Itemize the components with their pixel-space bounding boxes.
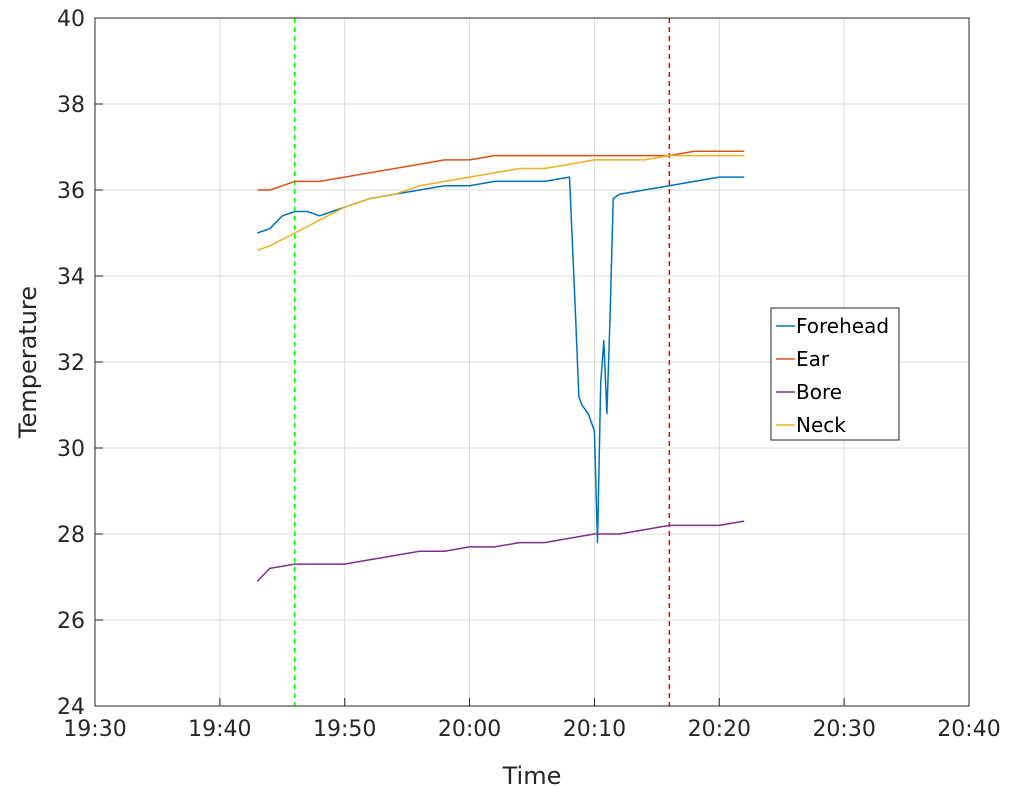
x-tick-label: 20:00 (438, 717, 501, 742)
x-tick-label: 20:30 (812, 717, 875, 742)
y-tick-label: 34 (57, 265, 85, 290)
legend: Forehead Ear Bore Neck (770, 307, 900, 441)
y-tick-label: 32 (57, 351, 85, 376)
x-tick-label: 19:30 (63, 717, 126, 742)
legend-label-forehead: Forehead (796, 314, 889, 338)
series-line-ear (257, 150, 745, 191)
y-tick-label: 26 (57, 609, 85, 634)
y-tick-label: 40 (57, 7, 85, 32)
series-line-bore (256, 520, 745, 582)
legend-label-ear: Ear (796, 347, 830, 371)
y-axis-label: Temperature (14, 286, 42, 439)
legend-label-neck: Neck (796, 413, 846, 437)
x-tick-label: 20:10 (563, 717, 626, 742)
legend-box (770, 307, 900, 441)
y-tick-label: 28 (57, 523, 85, 548)
x-axis-label: Time (502, 762, 562, 790)
y-tick-label: 36 (57, 179, 85, 204)
y-tick-label: 38 (57, 93, 85, 118)
x-axis-ticks: 19:30 19:40 19:50 20:00 20:10 20:20 20:30 20:40 (63, 698, 1001, 742)
series-lines (256, 150, 745, 582)
x-tick-label: 20:20 (688, 717, 751, 742)
legend-label-bore: Bore (796, 380, 842, 404)
x-tick-label: 19:50 (313, 717, 376, 742)
series-line-neck (257, 154, 745, 251)
x-tick-label: 20:40 (937, 717, 1000, 742)
reference-lines (294, 18, 671, 706)
y-tick-label: 30 (57, 437, 85, 462)
series-line-forehead (257, 176, 745, 544)
y-tick-label: 24 (57, 695, 85, 720)
y-axis-ticks: 24 26 28 30 32 34 36 38 40 (57, 7, 103, 720)
x-tick-label: 19:40 (188, 717, 251, 742)
